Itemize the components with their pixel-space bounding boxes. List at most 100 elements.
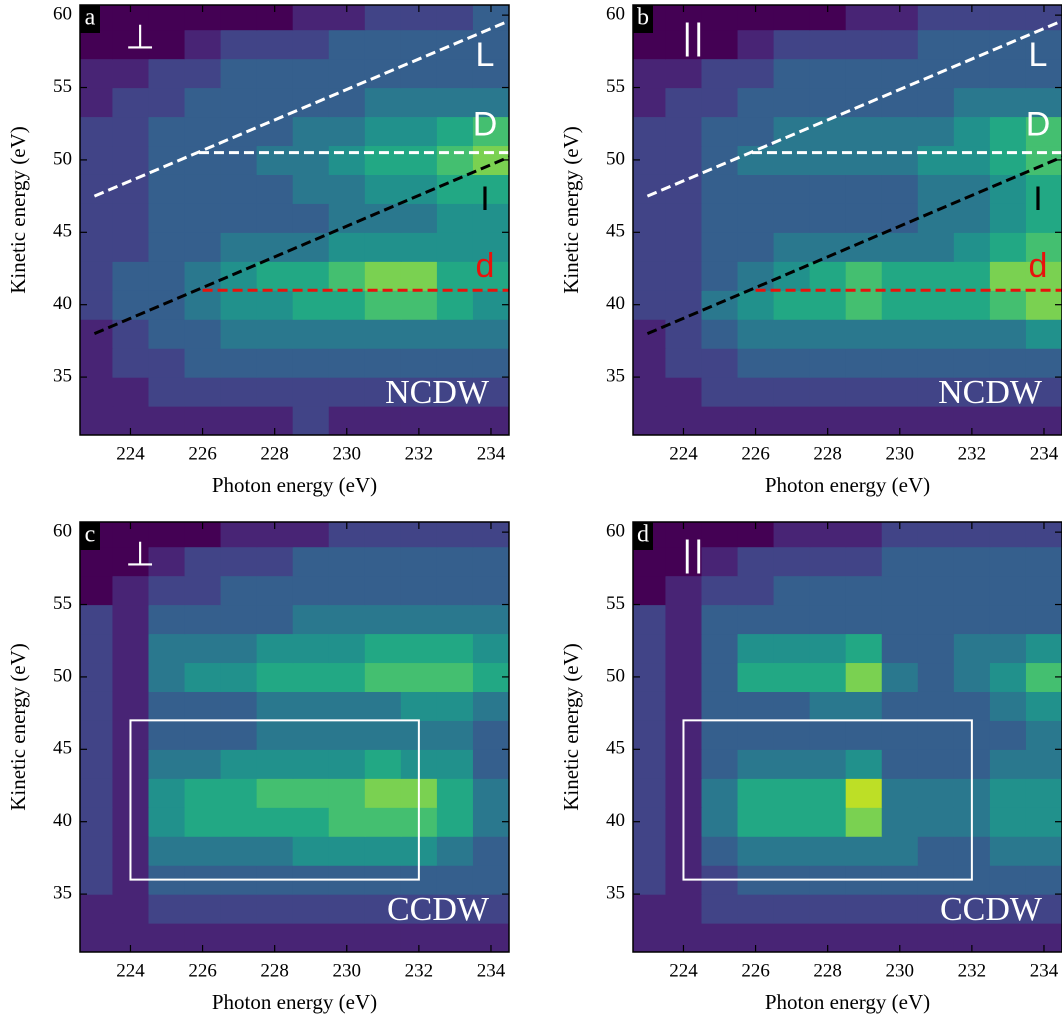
- heatmap-cell: [881, 894, 919, 924]
- heatmap-cell: [148, 116, 186, 147]
- heatmap-cell: [436, 633, 474, 664]
- heatmap-cell: [989, 348, 1027, 378]
- heatmap-cell: [184, 232, 222, 262]
- heatmap-cell: [773, 319, 811, 349]
- heatmap-cell: [364, 87, 402, 118]
- heatmap-cell: [364, 174, 402, 204]
- heatmap-cell: [400, 87, 438, 118]
- heatmap-cell: [328, 604, 366, 635]
- heatmap-cell: [220, 58, 258, 89]
- heatmap-cell: [184, 319, 222, 349]
- heatmap-cell: [472, 546, 509, 577]
- heatmap-cell: [436, 807, 474, 837]
- heatmap-cell: [148, 662, 186, 692]
- heatmap-cell: [701, 174, 739, 204]
- heatmap-cell: [773, 894, 811, 924]
- heatmap-cell: [989, 604, 1027, 635]
- heatmap-cell: [292, 116, 330, 147]
- x-axis-label: Photon energy (eV): [212, 473, 377, 497]
- heatmap-cell: [701, 662, 739, 692]
- heatmap-cell: [701, 348, 739, 378]
- heatmap-cell: [665, 261, 703, 291]
- heatmap-cell: [737, 348, 775, 378]
- heatmap-cell: [633, 778, 667, 808]
- heatmap-cell: [989, 575, 1027, 606]
- heatmap-cell: [917, 894, 955, 924]
- heatmap-cell: [773, 377, 811, 407]
- heatmap-cell: [989, 290, 1027, 320]
- heatmap-cell: [364, 749, 402, 779]
- heatmap-cell: [953, 290, 991, 320]
- heatmap-cell: [292, 691, 330, 721]
- y-tick-label: 55: [53, 593, 72, 614]
- x-tick-label: 234: [477, 960, 506, 981]
- heatmap-cell: [256, 604, 294, 635]
- heatmap-cell: [220, 290, 258, 320]
- heatmap-cell: [112, 58, 150, 89]
- heatmap-cell: [665, 604, 703, 635]
- heatmap-cell: [220, 174, 258, 204]
- heatmap-cell: [328, 174, 366, 204]
- heatmap-cell: [633, 406, 667, 435]
- heatmap-cell: [148, 633, 186, 664]
- heatmap-cell: [917, 290, 955, 320]
- heatmap-cell: [328, 633, 366, 664]
- region-box: [682, 719, 973, 881]
- heatmap-cell: [256, 203, 294, 233]
- heatmap-cell: [472, 836, 509, 866]
- heatmap-cell: [633, 377, 667, 407]
- heatmap-cell: [80, 778, 114, 808]
- heatmap-cell: [80, 749, 114, 779]
- heatmap-cell: [633, 87, 667, 118]
- heatmap-cell: [220, 778, 258, 808]
- plot-area: [633, 5, 1062, 435]
- heatmap-cell: [773, 87, 811, 118]
- heatmap-cell: [737, 836, 775, 866]
- heatmap-cell: [364, 836, 402, 866]
- heatmap-cell: [148, 575, 186, 606]
- heatmap-cell: [112, 174, 150, 204]
- heatmap-cell: [989, 406, 1027, 435]
- heatmap-cell: [80, 29, 114, 60]
- heatmap-cell: [472, 778, 509, 808]
- heatmap-cell: [917, 691, 955, 721]
- heatmap-cell: [292, 203, 330, 233]
- heatmap-cell: [917, 261, 955, 291]
- heatmap-cell: [400, 319, 438, 349]
- heatmap-cell: [809, 807, 847, 837]
- heatmap-cell: [80, 203, 114, 233]
- heatmap-cell: [809, 348, 847, 378]
- heatmap-cell: [400, 662, 438, 692]
- polarization: ⊥: [125, 18, 155, 58]
- heatmap-cell: [737, 575, 775, 606]
- heatmap-cell: [665, 633, 703, 664]
- heatmap-cell: [989, 691, 1027, 721]
- heatmap-cell: [917, 174, 955, 204]
- heatmap-cell: [328, 546, 366, 577]
- heatmap-cell: [633, 348, 667, 378]
- heatmap-cell: [256, 720, 294, 750]
- heatmap-cell: [80, 174, 114, 204]
- heatmap-cell: [436, 290, 474, 320]
- heatmap-cell: [364, 58, 402, 89]
- heatmap-cell: [436, 348, 474, 378]
- heatmap-cell: [436, 145, 474, 175]
- heatmap-cell: [472, 604, 509, 635]
- heatmap-cell: [220, 923, 258, 952]
- heatmap-cell: [1025, 865, 1062, 895]
- heatmap-cell: [400, 203, 438, 233]
- y-tick-label: 55: [606, 593, 625, 614]
- heatmap-cell: [1025, 29, 1062, 60]
- heatmap-cell: [845, 261, 883, 291]
- x-tick-label: 226: [188, 443, 217, 464]
- heatmap-cell: [364, 406, 402, 435]
- heatmap-cell: [809, 261, 847, 291]
- heatmap-cell: [112, 145, 150, 175]
- heatmap-cell: [80, 348, 114, 378]
- heatmap-cell: [436, 894, 474, 924]
- heatmap-cell: [737, 662, 775, 692]
- heatmap-cell: [184, 662, 222, 692]
- heatmap-cell: [184, 203, 222, 233]
- heatmap-cell: [256, 377, 294, 407]
- heatmap-cell: [220, 522, 258, 548]
